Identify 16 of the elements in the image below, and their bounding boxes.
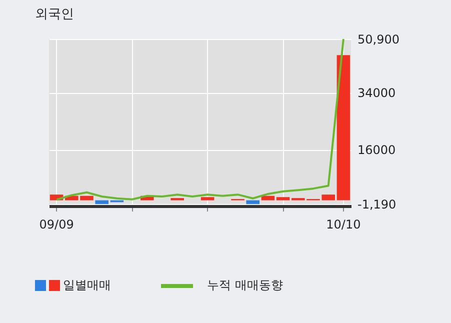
- bar: [336, 55, 350, 200]
- bar: [261, 196, 275, 200]
- line-series: [56, 39, 344, 201]
- y-tick-label: 50,900: [358, 32, 400, 46]
- x-tick-label: 10/10: [326, 218, 361, 232]
- x-tick-label: 09/09: [39, 218, 74, 232]
- legend-label: 누적 매매동향: [207, 277, 283, 294]
- chart-title: 외국인: [34, 7, 74, 22]
- bar: [200, 197, 214, 200]
- y-tick-label: 34000: [358, 86, 396, 100]
- bar: [276, 197, 290, 200]
- y-tick-label: -1,190: [358, 198, 396, 212]
- bar: [95, 200, 108, 204]
- y-tick-label: 16000: [358, 143, 396, 158]
- bar: [246, 200, 260, 204]
- legend-label: 일별매매: [63, 277, 111, 294]
